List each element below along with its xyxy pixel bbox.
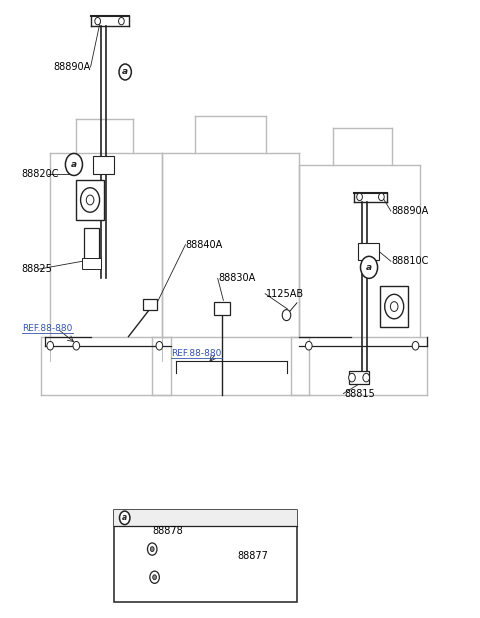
Text: REF.88-880: REF.88-880 <box>22 324 72 333</box>
Circle shape <box>153 575 156 580</box>
Circle shape <box>156 342 163 350</box>
Text: 88825: 88825 <box>22 264 53 274</box>
Circle shape <box>384 294 404 319</box>
Bar <box>358 243 379 260</box>
Text: REF.88-880: REF.88-880 <box>171 349 222 358</box>
Text: 88890A: 88890A <box>53 62 91 72</box>
Circle shape <box>150 571 159 583</box>
Bar <box>93 156 114 174</box>
Text: 88890A: 88890A <box>392 206 429 216</box>
Circle shape <box>120 511 130 525</box>
Circle shape <box>357 193 362 201</box>
Circle shape <box>119 17 124 25</box>
Circle shape <box>363 373 370 382</box>
Circle shape <box>360 256 378 278</box>
Text: 88877: 88877 <box>238 551 268 561</box>
Text: 88810C: 88810C <box>392 256 429 266</box>
Circle shape <box>147 543 157 555</box>
Circle shape <box>47 342 54 350</box>
Text: a: a <box>71 160 77 169</box>
Circle shape <box>73 342 80 350</box>
Circle shape <box>81 188 99 212</box>
Text: a: a <box>366 263 372 272</box>
Bar <box>349 371 369 384</box>
Bar <box>214 302 230 315</box>
Text: 88820C: 88820C <box>22 169 59 179</box>
Circle shape <box>412 342 419 350</box>
Bar <box>84 227 98 263</box>
Circle shape <box>150 547 154 551</box>
Bar <box>114 510 297 602</box>
Bar <box>114 510 297 526</box>
Bar <box>380 286 408 328</box>
Circle shape <box>86 195 94 205</box>
Circle shape <box>65 153 83 176</box>
Circle shape <box>95 17 100 25</box>
Bar <box>76 180 104 220</box>
Bar <box>143 299 157 310</box>
Text: 88830A: 88830A <box>219 273 256 284</box>
Circle shape <box>348 373 355 382</box>
Text: 88878: 88878 <box>152 527 183 536</box>
Circle shape <box>282 310 291 321</box>
Circle shape <box>379 193 384 201</box>
Circle shape <box>119 64 132 80</box>
Text: 1125AB: 1125AB <box>266 289 304 298</box>
Text: a: a <box>122 67 128 77</box>
Text: 88815: 88815 <box>344 389 375 399</box>
Circle shape <box>390 302 398 311</box>
Text: 88840A: 88840A <box>185 240 223 250</box>
Text: a: a <box>122 514 127 522</box>
Circle shape <box>305 342 312 350</box>
Bar <box>83 258 100 269</box>
